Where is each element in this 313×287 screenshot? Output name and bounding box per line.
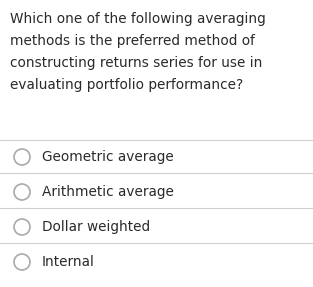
Text: evaluating portfolio performance?: evaluating portfolio performance? [10, 78, 243, 92]
Text: Geometric average: Geometric average [42, 150, 174, 164]
Text: Dollar weighted: Dollar weighted [42, 220, 150, 234]
Text: Arithmetic average: Arithmetic average [42, 185, 174, 199]
Text: Internal: Internal [42, 255, 95, 269]
Text: methods is the preferred method of: methods is the preferred method of [10, 34, 255, 48]
Text: Which one of the following averaging: Which one of the following averaging [10, 12, 266, 26]
Text: constructing returns series for use in: constructing returns series for use in [10, 56, 262, 70]
